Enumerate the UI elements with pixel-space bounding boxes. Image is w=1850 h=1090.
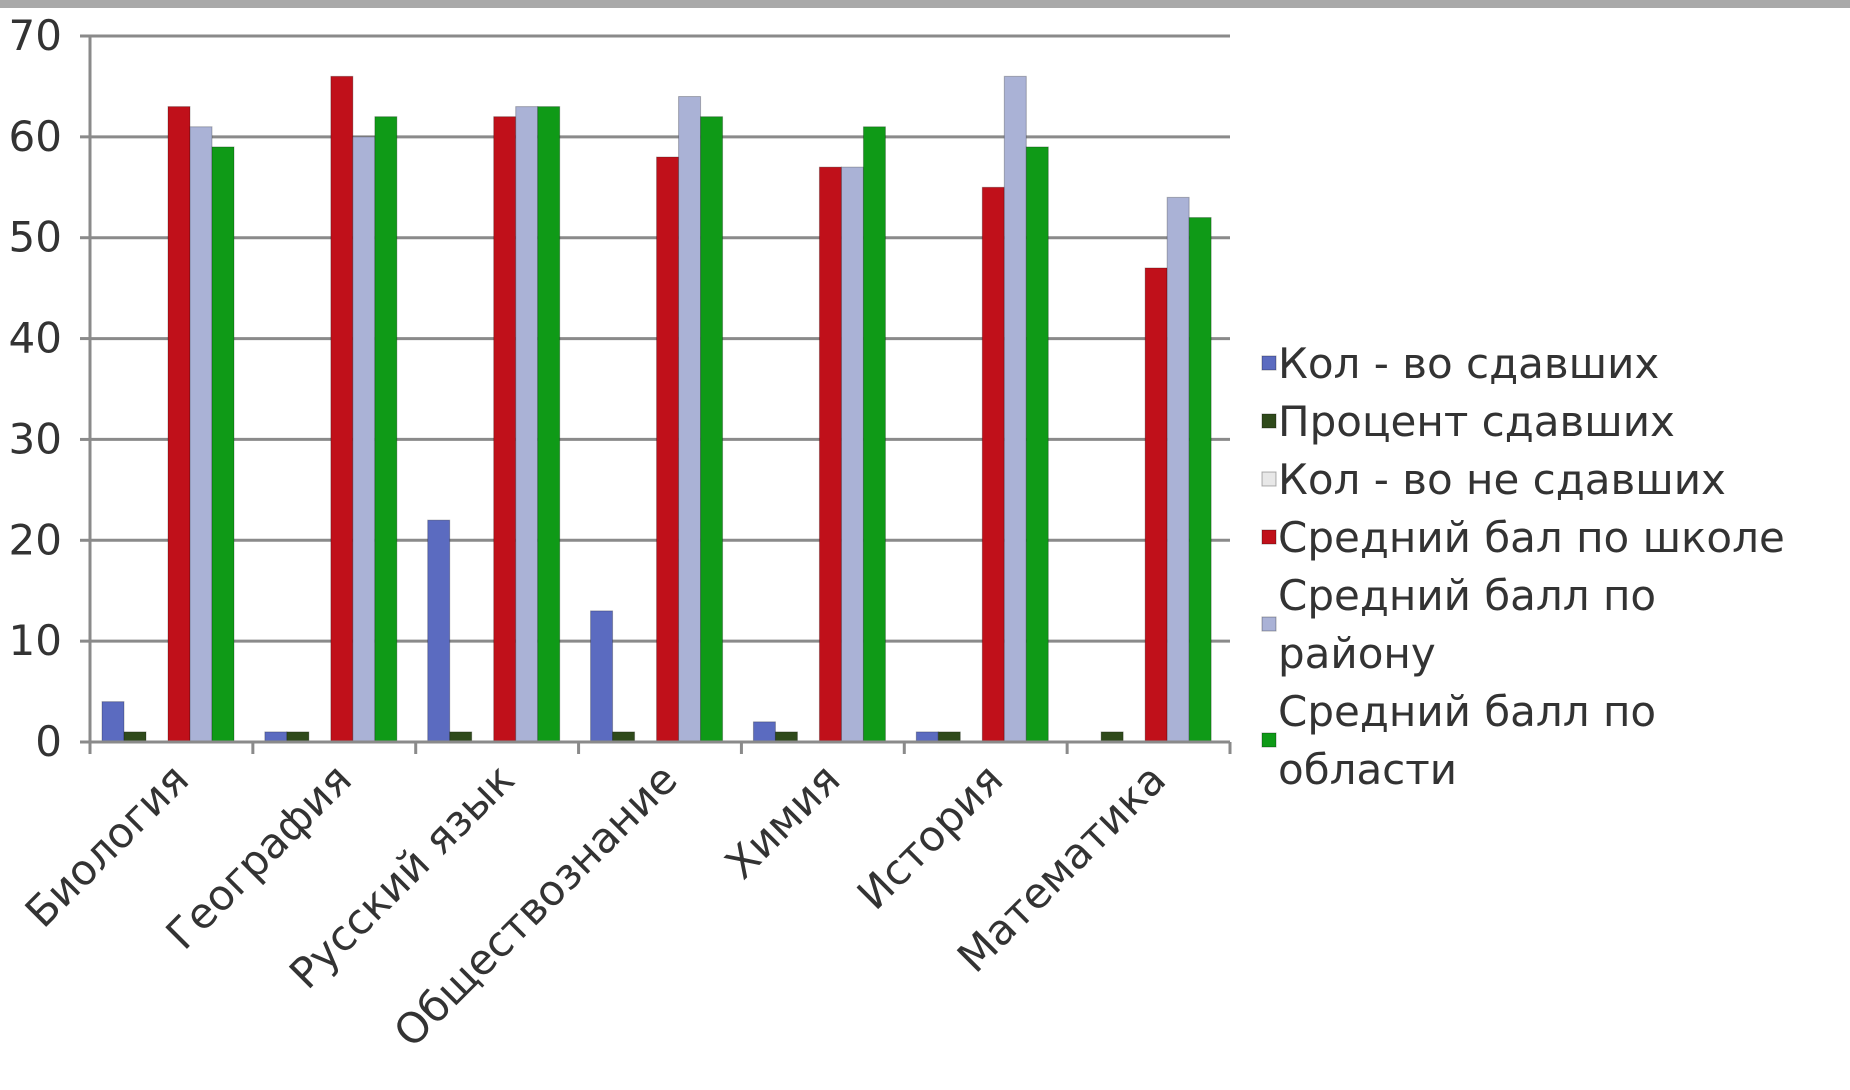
bar [449, 731, 473, 743]
y-tick-label: 60 [9, 112, 62, 161]
legend: Кол - во сдавших Процент сдавших Кол - во … [1261, 339, 1785, 794]
bar [1100, 731, 1124, 743]
legend-swatch [1261, 732, 1277, 748]
legend-swatch [1261, 413, 1277, 429]
bar [612, 731, 636, 743]
bar [123, 731, 147, 743]
bar [167, 106, 191, 743]
bar [1025, 146, 1049, 743]
bar [700, 116, 724, 743]
bar [211, 146, 235, 743]
y-tick-label: 50 [9, 213, 62, 262]
bar [656, 156, 680, 743]
legend-label: Средний балл по району [1278, 571, 1656, 678]
legend-swatch [1261, 616, 1277, 632]
legend-label: Средний балл по области [1278, 687, 1656, 794]
legend-label: Кол - во сдавших [1278, 339, 1659, 388]
bar [493, 116, 517, 743]
bar [374, 116, 398, 743]
bar [1003, 75, 1027, 743]
bar [840, 166, 864, 743]
bar [515, 106, 539, 743]
bar [678, 96, 702, 743]
y-tick-label: 70 [9, 11, 62, 60]
bars-layer [101, 75, 1212, 743]
bar [537, 106, 561, 743]
legend-swatch [1261, 471, 1277, 487]
bar [264, 731, 288, 743]
legend-swatch [1261, 355, 1277, 371]
y-tick-label: 0 [35, 717, 62, 766]
bar [1144, 267, 1168, 743]
bar [774, 731, 798, 743]
bar [101, 701, 125, 743]
bar [590, 610, 614, 743]
legend-label: Средний бал по школе [1278, 513, 1785, 562]
bar [330, 75, 354, 743]
bar [862, 126, 886, 743]
bar [427, 519, 451, 743]
x-category-label: Обществознание [384, 754, 686, 1056]
bar [981, 186, 1005, 743]
x-category-label: Химия [716, 754, 850, 888]
legend-swatch [1261, 529, 1277, 545]
bar [915, 731, 939, 743]
legend-label: Процент сдавших [1278, 397, 1675, 446]
bar [286, 731, 310, 743]
y-tick-label: 30 [9, 414, 62, 463]
bar [1166, 196, 1190, 743]
bar [818, 166, 842, 743]
y-tick-label: 40 [9, 314, 62, 363]
x-category-label: История [848, 754, 1013, 919]
bar [189, 126, 213, 743]
y-tick-label: 20 [9, 515, 62, 564]
y-tick-label: 10 [9, 616, 62, 665]
bar [752, 721, 776, 743]
bar [1188, 217, 1212, 743]
frame-top-border [0, 0, 1850, 8]
bar [352, 136, 376, 743]
bar [937, 731, 961, 743]
legend-label: Кол - во не сдавших [1278, 455, 1726, 504]
